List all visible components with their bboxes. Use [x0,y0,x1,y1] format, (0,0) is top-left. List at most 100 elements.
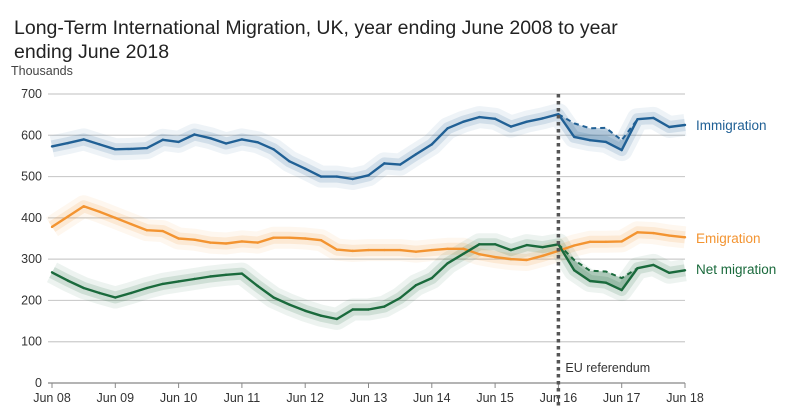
data-point [414,153,418,156]
data-point [335,317,339,321]
data-point [272,148,275,151]
y-tick-label: 200 [21,293,42,307]
data-point [256,241,259,244]
y-tick-label: 400 [21,211,42,225]
data-point [667,125,671,129]
data-point [114,148,117,151]
data-point [272,296,275,299]
x-tick-label: Jun 18 [666,391,704,405]
data-point [683,123,687,127]
series-label: Emigration [696,231,761,246]
data-point [304,237,307,240]
annotation-label: EU referendum [565,361,650,375]
data-point [446,262,449,265]
data-point [636,267,639,270]
data-point [509,257,513,261]
data-point [667,271,671,274]
data-point [604,240,608,244]
data-point [620,148,623,152]
data-point [383,305,386,308]
data-point [114,296,117,299]
data-point [98,210,101,213]
data-point [98,143,101,146]
data-point [383,162,386,165]
data-point [588,139,592,142]
data-point [462,120,465,123]
data-point [288,236,291,239]
x-tick-label: Jun 12 [286,391,324,405]
data-point [129,291,133,295]
data-point [652,116,655,120]
data-point [82,138,85,141]
data-point [683,269,687,272]
y-axis-label: Thousands [11,64,73,78]
data-point [398,296,402,300]
data-point [66,279,70,282]
data-point [588,279,592,283]
data-point [446,127,449,130]
revision-area [558,244,638,291]
data-point [636,117,639,121]
x-tick-label: Jun 15 [476,391,514,405]
revised-series-line [557,243,639,280]
data-point [367,248,370,252]
data-point [304,309,307,312]
data-point [50,271,54,274]
y-tick-label: 100 [21,335,42,349]
x-tick-label: Jun 17 [603,391,641,405]
data-point [573,269,576,272]
data-point [430,143,433,146]
data-point [177,280,180,283]
data-point [414,250,418,253]
data-point [240,272,244,275]
revision-area [558,114,638,151]
data-point [240,138,244,141]
data-point [272,236,275,239]
data-point [588,240,592,244]
data-point [224,242,228,245]
data-point [335,175,339,178]
data-point [573,244,576,247]
data-point [319,238,323,242]
data-point [525,243,528,247]
data-point [541,117,544,120]
data-point [478,115,481,119]
data-point [129,222,133,226]
data-point [256,284,259,288]
data-point [478,252,481,256]
data-point [541,245,544,249]
data-point [383,248,386,252]
data-point [177,237,180,240]
y-tick-label: 700 [21,87,42,101]
data-point [351,177,354,181]
data-point [129,147,133,151]
data-point [557,113,560,116]
data-point [209,241,212,244]
data-point [398,248,402,252]
data-point [288,303,291,306]
data-point [541,254,544,258]
data-point [620,288,623,292]
y-tick-label: 600 [21,128,42,142]
y-tick-label: 300 [21,252,42,266]
data-point [652,263,655,267]
data-point [193,277,196,281]
data-point [209,275,212,278]
data-point [604,140,608,144]
data-point [509,125,513,128]
data-point [319,175,323,178]
data-point [50,225,54,229]
data-point [161,229,164,233]
data-point [256,141,259,144]
x-tick-label: Jun 13 [350,391,388,405]
data-point [66,141,70,145]
x-tick-label: Jun 11 [224,391,261,405]
data-point [161,138,164,142]
x-tick-label: Jun 08 [33,391,71,405]
y-tick-label: 0 [35,376,42,390]
data-point [509,248,513,252]
data-point [145,229,149,232]
data-point [367,308,370,311]
data-point [288,160,291,163]
